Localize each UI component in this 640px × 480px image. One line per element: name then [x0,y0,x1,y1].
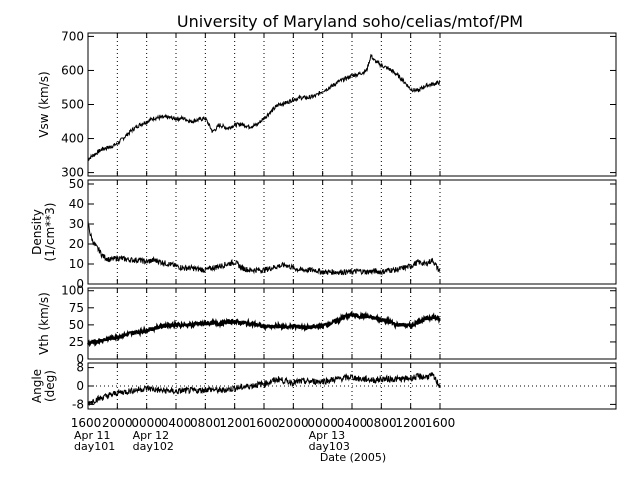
x-tick-sublabel: Apr 12 [133,429,170,442]
y-tick-label: 0 [76,379,84,393]
x-tick-label: 2000 [278,416,309,430]
y-axis-label: Angle [30,369,44,403]
x-tick-label: 0000 [131,416,162,430]
panel-frame [87,32,617,177]
y-tick-label: 40 [69,197,84,211]
x-tick-sublabel: day102 [133,440,174,453]
x-tick-label: 0800 [366,416,397,430]
y-axis-label: Density [30,209,44,255]
y-axis-label: (deg) [43,370,57,402]
y-tick-label: 50 [69,177,84,191]
y-tick-label: 400 [61,132,84,146]
x-tick-label: 2000 [102,416,133,430]
x-tick-label: 1600 [71,416,102,430]
x-tick-label: 1600 [425,416,456,430]
x-tick-sublabel: Apr 11 [74,429,111,442]
y-tick-label: 300 [61,166,84,180]
panel-vsw: 300 400 500 600 700 Vsw (km/s) [37,29,617,180]
y-tick-label: 25 [69,335,84,349]
x-tick-label: 0000 [307,416,338,430]
series-line-density [87,220,441,276]
y-axis-label: Vth (km/s) [37,292,51,355]
x-tick-label: 0400 [337,416,368,430]
panel-density: 0 10 20 30 40 50 Density (1/cm**3) [30,177,617,291]
x-tick-label: 0400 [161,416,192,430]
x-axis-label: Date (2005) [320,451,386,464]
x-tick-label: 1200 [219,416,250,430]
x-tick-label: 1600 [249,416,280,430]
y-tick-label: 10 [69,257,84,271]
series-line-vth [87,310,441,348]
y-tick-label: 500 [61,98,84,112]
x-tick-label: 1200 [395,416,426,430]
y-tick-label: 20 [69,237,84,251]
series-line-vsw [87,53,441,162]
y-tick-label: 0 [76,277,84,291]
x-tick-sublabel: day101 [74,440,115,453]
y-tick-label: -8 [72,397,84,411]
y-tick-label: 8 [76,361,84,375]
y-tick-label: 700 [61,29,84,43]
y-tick-label: 100 [61,284,84,298]
y-tick-label: 600 [61,63,84,77]
series-line-angle [87,371,441,406]
y-axis-label: Vsw (km/s) [37,71,51,137]
panel-vth: 0 25 50 75 100 Vth (km/s) [37,284,617,366]
y-axis-label: (1/cm**3) [43,203,57,262]
y-tick-label: 30 [69,217,84,231]
x-tick-label: 0800 [190,416,221,430]
y-tick-label: 75 [69,301,84,315]
panel-angle: -8 0 8 Angle (deg) [30,361,617,411]
y-tick-label: 50 [69,318,84,332]
chart-title: University of Maryland soho/celias/mtof/… [177,12,523,31]
x-tick-sublabel: day103 [309,440,350,453]
y-tick-label: 0 [76,352,84,366]
x-tick-sublabel: Apr 13 [309,429,346,442]
